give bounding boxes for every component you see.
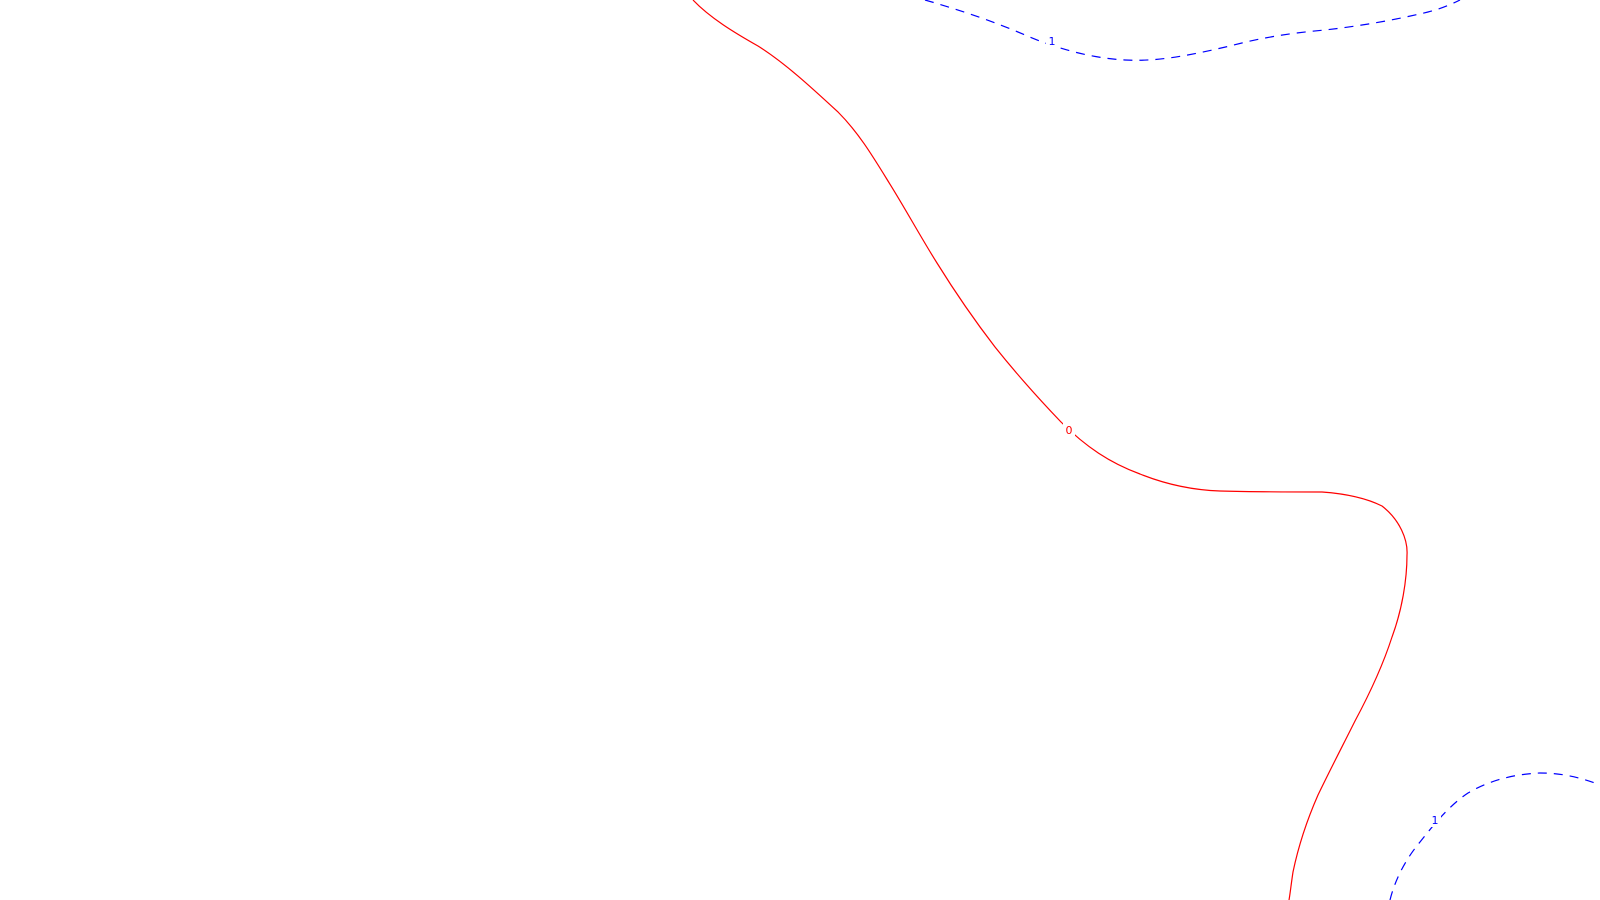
contour-label-0: 0 [1066,424,1073,437]
contour-label-1-top-background [1046,34,1058,48]
contour-line-1-top [924,0,1461,61]
contour-label-1-top: 1 [1049,35,1056,48]
contour-line-0 [692,0,1408,900]
contour-label-1-bottom-background [1429,813,1441,827]
contour-line-1-bottom [1389,772,1600,900]
contour-label-1-bottom: 1 [1432,814,1439,827]
contour-label-0-background [1063,422,1075,437]
